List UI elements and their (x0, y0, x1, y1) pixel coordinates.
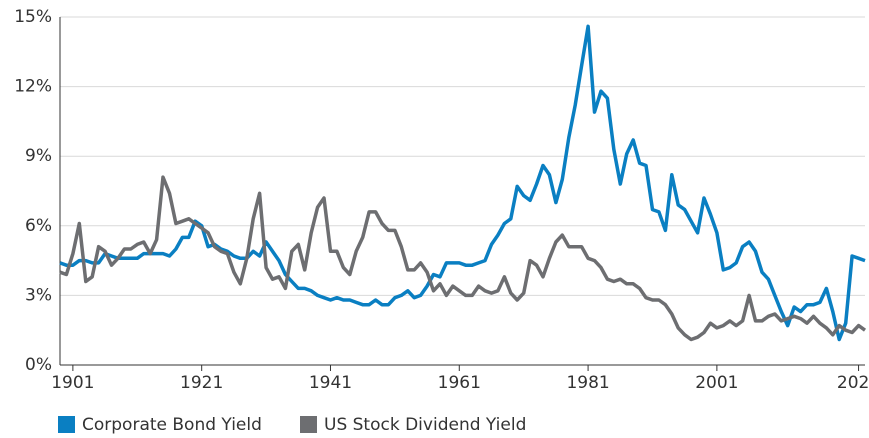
x-tick-label: 2023 (837, 373, 869, 393)
x-tick-label: 1981 (566, 373, 609, 393)
y-tick-label: 9% (25, 146, 52, 166)
legend-swatch (58, 416, 75, 433)
legend-label: US Stock Dividend Yield (324, 415, 526, 435)
y-tick-label: 12% (14, 77, 52, 97)
legend-label: Corporate Bond Yield (82, 415, 262, 435)
x-tick-label: 1941 (309, 373, 352, 393)
x-tick-label: 1901 (51, 373, 94, 393)
legend-swatch (300, 416, 317, 433)
y-tick-label: 0% (25, 355, 52, 375)
y-tick-label: 3% (25, 285, 52, 305)
x-tick-label: 1961 (438, 373, 481, 393)
y-tick-label: 15% (14, 7, 52, 27)
y-tick-label: 6% (25, 216, 52, 236)
series-line (59, 175, 867, 342)
x-tick-label: 2001 (695, 373, 738, 393)
x-tick-label: 1921 (180, 373, 223, 393)
